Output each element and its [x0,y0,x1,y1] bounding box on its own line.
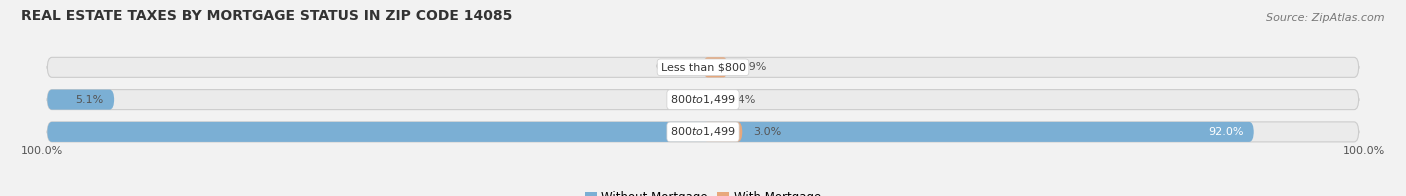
Text: 92.0%: 92.0% [1208,127,1243,137]
Legend: Without Mortgage, With Mortgage: Without Mortgage, With Mortgage [585,191,821,196]
FancyBboxPatch shape [703,90,710,110]
Text: REAL ESTATE TAXES BY MORTGAGE STATUS IN ZIP CODE 14085: REAL ESTATE TAXES BY MORTGAGE STATUS IN … [21,9,512,23]
Text: $800 to $1,499: $800 to $1,499 [671,125,735,138]
Text: 100.0%: 100.0% [1343,146,1385,156]
Text: 100.0%: 100.0% [21,146,63,156]
Text: 1.9%: 1.9% [738,62,766,72]
FancyBboxPatch shape [48,122,1358,142]
FancyBboxPatch shape [703,122,742,142]
Text: 5.1%: 5.1% [76,95,104,105]
Text: 3.0%: 3.0% [752,127,782,137]
Text: 0.0%: 0.0% [655,62,683,72]
Text: Less than $800: Less than $800 [661,62,745,72]
FancyBboxPatch shape [48,122,1254,142]
FancyBboxPatch shape [48,90,1358,110]
FancyBboxPatch shape [48,57,1358,77]
Text: $800 to $1,499: $800 to $1,499 [671,93,735,106]
FancyBboxPatch shape [703,57,728,77]
Text: 0.54%: 0.54% [720,95,756,105]
Text: Source: ZipAtlas.com: Source: ZipAtlas.com [1267,13,1385,23]
FancyBboxPatch shape [48,90,114,110]
